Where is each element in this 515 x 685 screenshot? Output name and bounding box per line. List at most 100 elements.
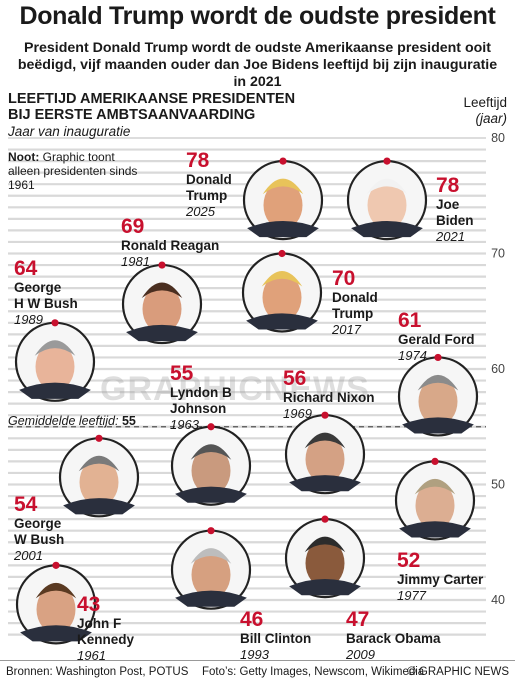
data-point xyxy=(95,434,103,442)
footer-photos: Foto’s: Getty Images, Newscom, Wikimedia xyxy=(202,666,425,678)
president-name: Joe Biden xyxy=(436,197,474,228)
inauguration-year: 1961 xyxy=(77,648,106,663)
data-point xyxy=(431,457,439,465)
face-shape xyxy=(305,538,345,588)
hair-shape xyxy=(417,374,459,391)
suit-shape xyxy=(19,382,91,399)
trump-photo xyxy=(242,157,324,241)
note: Noot: Graphic toont alleen presidenten s… xyxy=(8,150,148,192)
president-name: Lyndon B Johnson xyxy=(170,385,232,416)
president-label: 43 John F Kennedy 1961 xyxy=(77,594,134,664)
inauguration-year: 2021 xyxy=(436,229,465,244)
face-shape xyxy=(418,377,458,426)
face-shape xyxy=(142,284,182,334)
footer-credit: © GRAPHIC NEWS xyxy=(407,666,509,678)
hair-shape xyxy=(304,536,346,553)
data-point xyxy=(321,515,329,523)
data-point xyxy=(207,423,215,431)
y-tick-label: 80 xyxy=(491,131,505,145)
biden-photo xyxy=(346,157,428,241)
president-label: 61 Gerald Ford 1974 xyxy=(398,310,475,364)
data-point xyxy=(278,249,286,258)
y-axis-title: Leeftijd (jaar) xyxy=(463,95,507,127)
obama-photo xyxy=(284,515,366,599)
hair-shape xyxy=(261,270,303,287)
section-title: LEEFTIJD AMERIKAANSE PRESIDENTEN BIJ EER… xyxy=(8,91,296,123)
president-name: John F Kennedy xyxy=(77,616,135,647)
trump-photo xyxy=(241,249,323,333)
suit-shape xyxy=(175,590,247,607)
reagan-photo xyxy=(121,261,203,345)
president-label: 69 Ronald Reagan 1981 xyxy=(121,216,219,270)
inauguration-year: 2025 xyxy=(186,204,215,219)
hair-shape xyxy=(78,455,120,472)
hair-shape xyxy=(366,178,408,195)
data-point xyxy=(207,527,215,535)
inauguration-year: 2001 xyxy=(14,548,43,563)
president-name: Barack Obama xyxy=(346,631,441,646)
dek: President Donald Trump wordt de oudste A… xyxy=(17,40,498,90)
hair-shape xyxy=(414,478,456,495)
bush-jr-photo xyxy=(58,434,140,518)
suit-shape xyxy=(175,486,247,503)
watermark: GRAPHICNEWS xyxy=(100,370,370,408)
president-name: Richard Nixon xyxy=(283,390,375,405)
data-point xyxy=(279,157,287,165)
bush-sr-photo xyxy=(14,319,96,402)
president-name: Ronald Reagan xyxy=(121,238,220,253)
clinton-photo xyxy=(170,527,252,610)
y-axis-label: Leeftijd xyxy=(463,95,507,110)
data-point xyxy=(158,261,166,269)
president-label: 46 Bill Clinton 1993 xyxy=(240,609,311,663)
face-shape xyxy=(35,342,75,391)
note-label: Noot: xyxy=(8,150,40,164)
age-value: 70 xyxy=(332,267,356,290)
face-shape xyxy=(367,180,407,230)
suit-shape xyxy=(289,475,361,492)
data-point xyxy=(434,353,442,362)
inauguration-year: 1974 xyxy=(398,348,427,363)
president-name: Donald Trump xyxy=(186,172,232,203)
suit-shape xyxy=(247,220,319,238)
suit-shape xyxy=(289,579,361,596)
inauguration-year: 1963 xyxy=(170,417,199,432)
age-value: 56 xyxy=(283,367,307,390)
y-tick-label: 40 xyxy=(491,593,505,607)
president-label: 78 Joe Biden 2021 xyxy=(436,175,474,245)
face-shape xyxy=(79,458,119,507)
nixon-photo xyxy=(284,411,366,495)
average-label-text: Gemiddelde leeftijd: xyxy=(8,414,119,428)
hair-shape xyxy=(141,282,183,299)
president-name: Bill Clinton xyxy=(240,631,312,646)
president-name: Gerald Ford xyxy=(398,332,475,347)
data-point xyxy=(321,411,329,419)
hair-shape xyxy=(190,548,232,564)
suit-shape xyxy=(246,313,318,330)
suit-shape xyxy=(351,220,423,238)
average-label: Gemiddelde leeftijd: 55 xyxy=(8,414,136,428)
note-text: Graphic toont alleen presidenten sinds 1… xyxy=(8,150,138,192)
average-value: 55 xyxy=(121,414,136,428)
age-value: 43 xyxy=(77,593,101,616)
president-name: George H W Bush xyxy=(14,280,78,311)
face-shape xyxy=(191,550,231,599)
y-tick-label: 50 xyxy=(491,478,505,492)
y-axis-unit: (jaar) xyxy=(475,111,507,126)
inauguration-year: 1993 xyxy=(240,647,269,662)
president-label: 78 Donald Trump 2025 xyxy=(186,150,232,220)
president-label: 54 George W Bush 2001 xyxy=(14,494,64,564)
president-label: 47 Barack Obama 2009 xyxy=(346,609,441,663)
face-shape xyxy=(263,180,303,230)
age-value: 78 xyxy=(436,174,460,197)
inauguration-year: 1969 xyxy=(283,406,312,421)
suit-shape xyxy=(399,521,471,538)
johnson-photo xyxy=(170,423,252,506)
hair-shape xyxy=(34,340,76,356)
age-value: 47 xyxy=(346,608,370,631)
president-name: Donald Trump xyxy=(332,290,378,321)
suit-shape xyxy=(402,417,474,434)
face-shape xyxy=(305,435,345,484)
age-value: 55 xyxy=(170,362,194,385)
face-shape xyxy=(415,481,455,530)
